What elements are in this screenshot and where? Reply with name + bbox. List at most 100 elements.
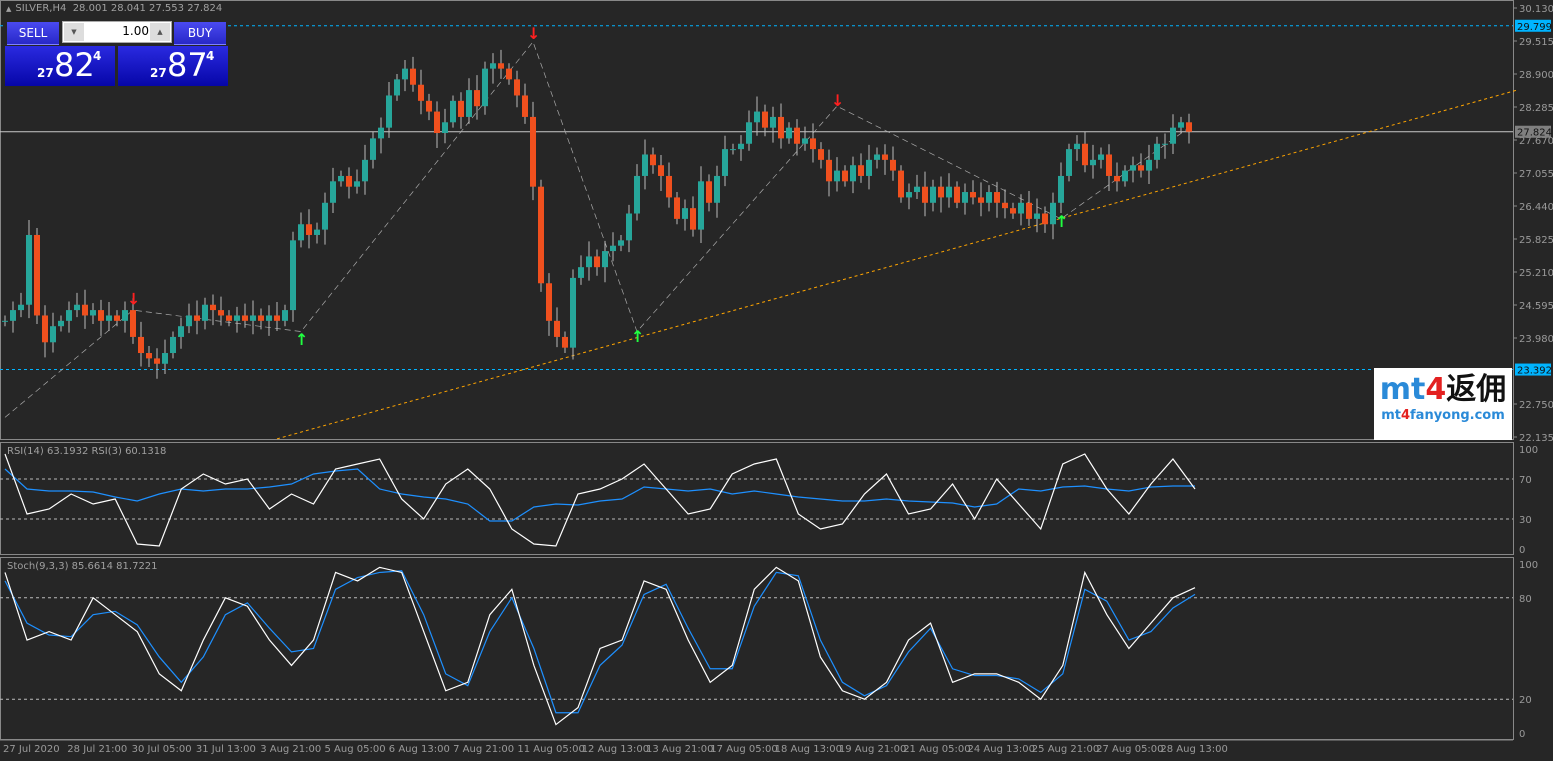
bull-candle	[394, 79, 400, 96]
bear-candle	[42, 315, 48, 343]
time-tick-label: 5 Aug 05:00	[325, 744, 386, 755]
bear-candle	[922, 186, 928, 203]
sell-arrow-icon: ↓	[831, 91, 844, 110]
decrease-lot-icon[interactable]: ▼	[64, 23, 84, 41]
price-label: 29.799	[1517, 22, 1552, 33]
bull-candle	[802, 138, 808, 144]
bear-candle	[994, 192, 1000, 203]
buy-arrow-icon: ↑	[1055, 212, 1068, 231]
price-tick-label: 22.135	[1519, 433, 1553, 444]
bull-candle	[10, 310, 16, 321]
rsi-label: RSI(14) 63.1932 RSI(3) 60.1318	[7, 446, 167, 457]
lot-size-stepper[interactable]: ▼ 1.00 ▲	[62, 21, 172, 43]
increase-lot-icon[interactable]: ▲	[150, 23, 170, 41]
bull-candle	[1146, 159, 1152, 171]
bear-candle	[674, 197, 680, 219]
bull-candle	[1090, 159, 1096, 166]
bear-candle	[194, 315, 200, 321]
bull-candle	[386, 95, 392, 128]
bear-candle	[794, 127, 800, 144]
bull-candle	[1034, 213, 1040, 219]
bear-candle	[1138, 165, 1144, 171]
bear-candle	[498, 63, 504, 69]
buy-price-pip: 4	[206, 49, 215, 63]
bull-candle	[74, 304, 80, 311]
bull-candle	[1066, 149, 1072, 176]
bull-candle	[290, 240, 296, 311]
bear-candle	[706, 181, 712, 203]
bear-candle	[410, 68, 416, 85]
indicator-tick-label: 0	[1519, 545, 1525, 556]
indicator-tick-label: 100	[1519, 560, 1538, 571]
bull-candle	[786, 127, 792, 139]
bear-candle	[346, 175, 352, 187]
bull-candle	[906, 192, 912, 198]
lot-size-input[interactable]: 1.00	[122, 24, 149, 38]
bull-candle	[18, 304, 24, 311]
indicator-tick-label: 30	[1519, 515, 1532, 526]
bull-candle	[362, 159, 368, 182]
bear-candle	[458, 100, 464, 117]
chart-title: ▲ SILVER,H4 28.001 28.041 27.553 27.824	[6, 3, 222, 14]
sell-price-main: 82	[54, 46, 95, 84]
bear-candle	[1186, 122, 1192, 132]
rsi-panel-frame	[0, 442, 1514, 555]
indicator-tick-label: 70	[1519, 475, 1532, 486]
bear-candle	[898, 170, 904, 198]
collapse-triangle-icon[interactable]: ▲	[6, 5, 12, 13]
bear-candle	[1042, 213, 1048, 225]
bull-candle	[1130, 165, 1136, 171]
bull-candle	[370, 138, 376, 160]
price-tick-label: 30.130	[1519, 4, 1553, 15]
bear-candle	[154, 358, 160, 364]
bull-candle	[746, 122, 752, 144]
time-tick-label: 19 Aug 21:00	[839, 744, 906, 755]
bull-candle	[866, 159, 872, 176]
buy-button[interactable]: BUY	[174, 22, 226, 45]
price-label: 23.392	[1517, 366, 1552, 377]
bear-candle	[506, 68, 512, 80]
bull-candle	[178, 326, 184, 337]
bear-candle	[938, 186, 944, 198]
bull-candle	[1154, 143, 1160, 160]
price-tick-label: 23.980	[1519, 334, 1553, 345]
bull-candle	[1122, 170, 1128, 182]
indicator-tick-label: 20	[1519, 695, 1532, 706]
symbol-label: SILVER,H4	[15, 3, 67, 14]
bear-candle	[546, 283, 552, 321]
buy-price-button[interactable]: 27 87 4	[118, 46, 228, 86]
sell-price-button[interactable]: 27 82 4	[5, 46, 115, 86]
buy-price-prefix: 27	[150, 66, 167, 80]
bear-candle	[514, 79, 520, 96]
bull-candle	[322, 202, 328, 230]
rsi-line-1	[4, 453, 1196, 547]
time-tick-label: 30 Jul 05:00	[132, 744, 192, 755]
bear-candle	[562, 336, 568, 348]
time-tick-label: 31 Jul 13:00	[196, 744, 256, 755]
bull-candle	[1058, 175, 1064, 203]
bull-candle	[738, 143, 744, 150]
stoch-line-1	[4, 566, 1196, 726]
bull-candle	[314, 229, 320, 235]
one-click-trading-panel: SELL ▼ 1.00 ▲ BUY 27 82 4 27 87 4	[4, 21, 228, 86]
bull-candle	[634, 175, 640, 214]
bull-candle	[1098, 154, 1104, 160]
bull-candle	[298, 224, 304, 241]
bear-candle	[890, 159, 896, 171]
bear-candle	[818, 149, 824, 160]
bear-candle	[1114, 175, 1120, 182]
time-tick-label: 7 Aug 21:00	[453, 744, 514, 755]
price-label-box	[1515, 19, 1551, 32]
price-tick-label: 28.900	[1519, 70, 1553, 81]
bull-candle	[50, 326, 56, 343]
sell-button[interactable]: SELL	[7, 22, 59, 45]
price-tick-label: 27.055	[1519, 169, 1553, 180]
bear-candle	[658, 165, 664, 176]
bear-candle	[650, 154, 656, 166]
mt4fanyong-logo: mt4返佣 mt4fanyong.com	[1374, 368, 1512, 440]
bear-candle	[434, 111, 440, 134]
buy-arrow-icon: ↑	[295, 330, 308, 349]
bull-candle	[946, 186, 952, 198]
time-tick-label: 27 Jul 2020	[3, 744, 60, 755]
